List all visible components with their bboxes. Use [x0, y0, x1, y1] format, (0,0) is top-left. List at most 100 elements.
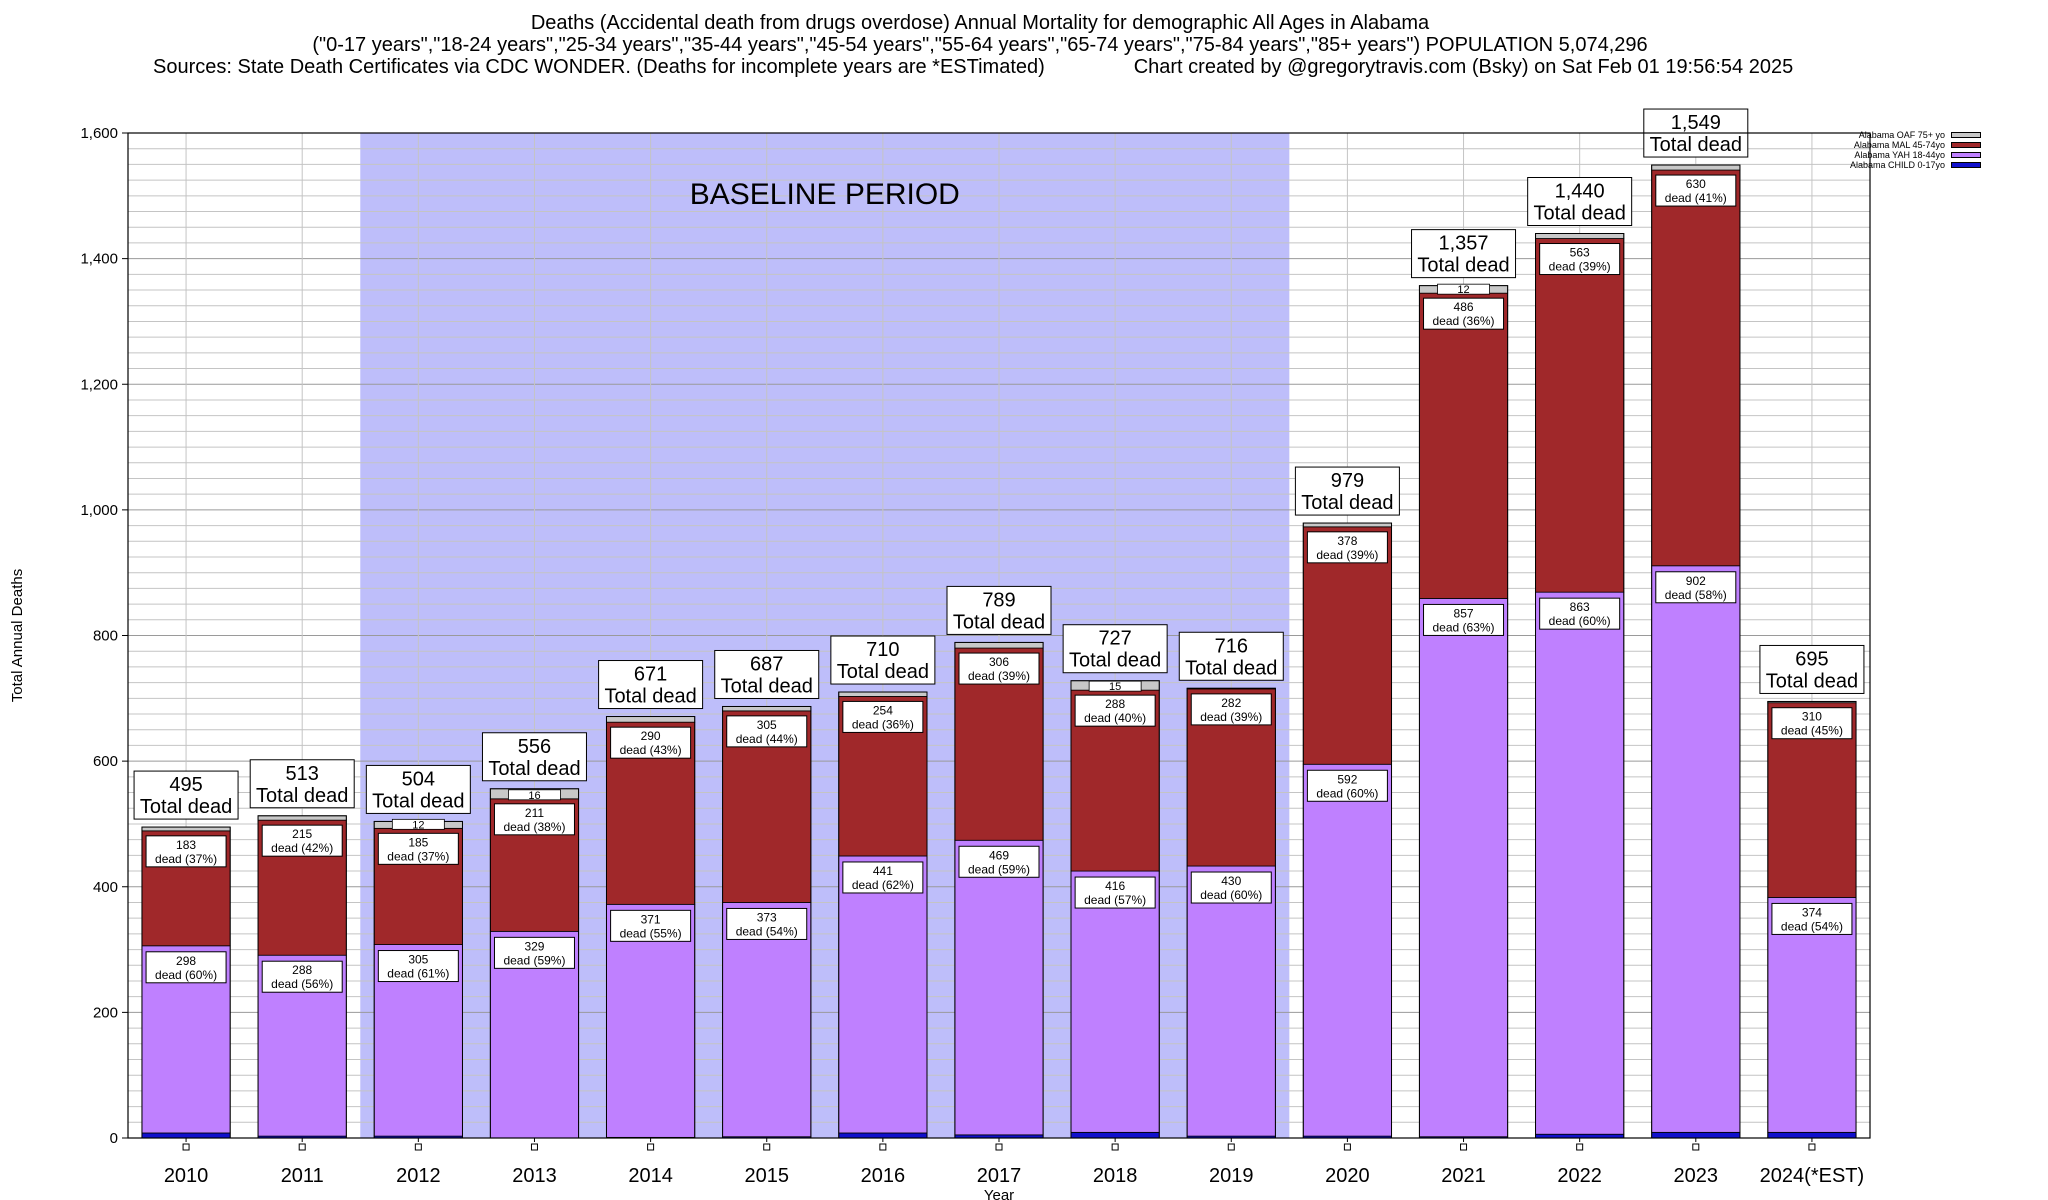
total-label-value: 513 [286, 763, 319, 785]
legend-entry: Alabama MAL 45-74yo [1850, 140, 1982, 150]
chart-subtitle-sources: Sources: State Death Certificates via CD… [153, 56, 1794, 78]
yah-label-box [377, 950, 459, 983]
y-tick-label: 600 [93, 753, 118, 770]
x-tick-label: 2012 [396, 1165, 441, 1187]
bar-segment-alabama-child-0-17yo [1767, 1131, 1857, 1139]
x-tick-label: 2016 [861, 1165, 906, 1187]
legend-swatch [1951, 152, 1982, 158]
yah-label-value: 857 [1454, 606, 1474, 620]
x-tick-label: 2017 [977, 1165, 1022, 1187]
mal-label-value: 183 [176, 838, 196, 852]
total-label-box [1294, 466, 1400, 516]
mal-label-percent: dead (41%) [1665, 191, 1727, 205]
total-label-box [1178, 631, 1284, 681]
y-tick-label: 400 [93, 879, 118, 896]
total-label-suffix: Total dead [1766, 670, 1858, 692]
y-tick-label: 200 [93, 1004, 118, 1021]
total-label-value: 1,357 [1439, 233, 1489, 255]
yah-label-box [610, 909, 692, 942]
child-value-marker [1808, 1143, 1816, 1151]
total-label-box [1411, 229, 1517, 279]
yah-label-percent: dead (60%) [1200, 888, 1262, 902]
total-label-value: 789 [982, 589, 1015, 611]
mal-label-percent: dead (39%) [1316, 548, 1378, 562]
yah-label-box [1539, 597, 1621, 630]
total-label-box [1062, 624, 1168, 674]
mal-label-percent: dead (36%) [852, 717, 914, 731]
yah-label-value: 469 [989, 848, 1009, 862]
mal-label-percent: dead (40%) [1084, 711, 1146, 725]
child-value-marker [647, 1143, 655, 1151]
yah-label-percent: dead (56%) [271, 977, 333, 991]
mal-label-percent: dead (39%) [968, 669, 1030, 683]
mal-label-value: 630 [1686, 177, 1706, 191]
total-label-value: 716 [1215, 635, 1248, 657]
total-label-suffix: Total dead [256, 785, 348, 807]
x-tick-label: 2011 [281, 1165, 324, 1187]
total-label-box [598, 660, 704, 710]
yah-label-value: 305 [408, 953, 428, 967]
oaf-label-value: 15 [1109, 681, 1121, 693]
yah-label-value: 374 [1802, 905, 1822, 919]
mal-label-value: 305 [757, 718, 777, 732]
mal-label-box [261, 824, 343, 857]
mal-label-value: 563 [1570, 246, 1590, 260]
oaf-label-box [1437, 283, 1490, 295]
total-label-box [1759, 644, 1865, 694]
legend-label: Alabama YAH 18-44yo [1854, 150, 1946, 160]
chart-title: Deaths (Accidental death from drugs over… [530, 12, 1430, 34]
total-label-suffix: Total dead [140, 796, 232, 818]
y-axis-label: Total Annual Deaths [9, 569, 26, 702]
x-tick-label: 2022 [1557, 1165, 1602, 1187]
bar-segment-alabama-oaf-75-yo [1651, 164, 1741, 171]
mal-label-value: 211 [525, 806, 544, 820]
yah-label-percent: dead (60%) [1316, 786, 1378, 800]
mal-label-box [377, 832, 459, 865]
legend-entry: Alabama YAH 18-44yo [1850, 150, 1982, 160]
bar-segment-alabama-yah-18-44yo [1302, 763, 1392, 1137]
yah-label-value: 416 [1105, 879, 1125, 893]
mal-label-value: 282 [1221, 696, 1241, 710]
yah-label-box [1423, 603, 1505, 636]
mal-label-percent: dead (37%) [155, 852, 217, 866]
mal-label-percent: dead (43%) [620, 743, 682, 757]
mal-label-box [1539, 243, 1621, 276]
child-value-marker [1227, 1143, 1235, 1151]
yah-label-box [1655, 571, 1737, 604]
legend-swatch [1951, 162, 1982, 168]
oaf-label-value: 12 [412, 819, 424, 831]
bar-segment-alabama-child-0-17yo [141, 1132, 231, 1139]
bar-segment-alabama-oaf-75-yo [1302, 522, 1392, 528]
oaf-label-value: 16 [528, 790, 540, 802]
total-label-value: 695 [1795, 648, 1828, 670]
mal-label-percent: dead (39%) [1200, 710, 1262, 724]
oaf-label-box [391, 818, 445, 830]
bar-segment-alabama-oaf-75-yo [606, 716, 696, 723]
mal-label-value: 288 [1105, 697, 1125, 711]
legend-label: Alabama CHILD 0-17yo [1850, 160, 1946, 170]
total-label-suffix: Total dead [1534, 203, 1626, 225]
mal-label-percent: dead (44%) [736, 732, 798, 746]
bar-segment-alabama-child-0-17yo [1651, 1131, 1741, 1139]
yah-label-box [261, 960, 343, 993]
bar-segment-alabama-oaf-75-yo [1535, 233, 1625, 239]
legend-swatch [1951, 132, 1982, 138]
bar-segment-alabama-yah-18-44yo [1419, 598, 1509, 1138]
child-value-marker [414, 1143, 422, 1151]
mal-label-value: 310 [1802, 710, 1822, 724]
mal-label-box [726, 715, 808, 748]
x-tick-label: 2013 [512, 1165, 557, 1187]
bar-segment-alabama-oaf-75-yo [838, 691, 928, 697]
mal-label-box [1655, 174, 1737, 207]
total-label-suffix: Total dead [1417, 255, 1509, 277]
y-tick-label: 0 [110, 1130, 118, 1147]
mal-label-value: 290 [641, 729, 661, 743]
child-value-marker [1460, 1143, 1468, 1151]
total-label-value: 495 [169, 774, 202, 796]
total-label-value: 710 [866, 639, 899, 661]
child-value-marker [763, 1143, 771, 1151]
x-tick-label: 2010 [164, 1165, 209, 1187]
bar-segment-alabama-yah-18-44yo [1535, 591, 1625, 1135]
total-label-box [249, 759, 355, 809]
yah-label-value: 430 [1221, 874, 1241, 888]
